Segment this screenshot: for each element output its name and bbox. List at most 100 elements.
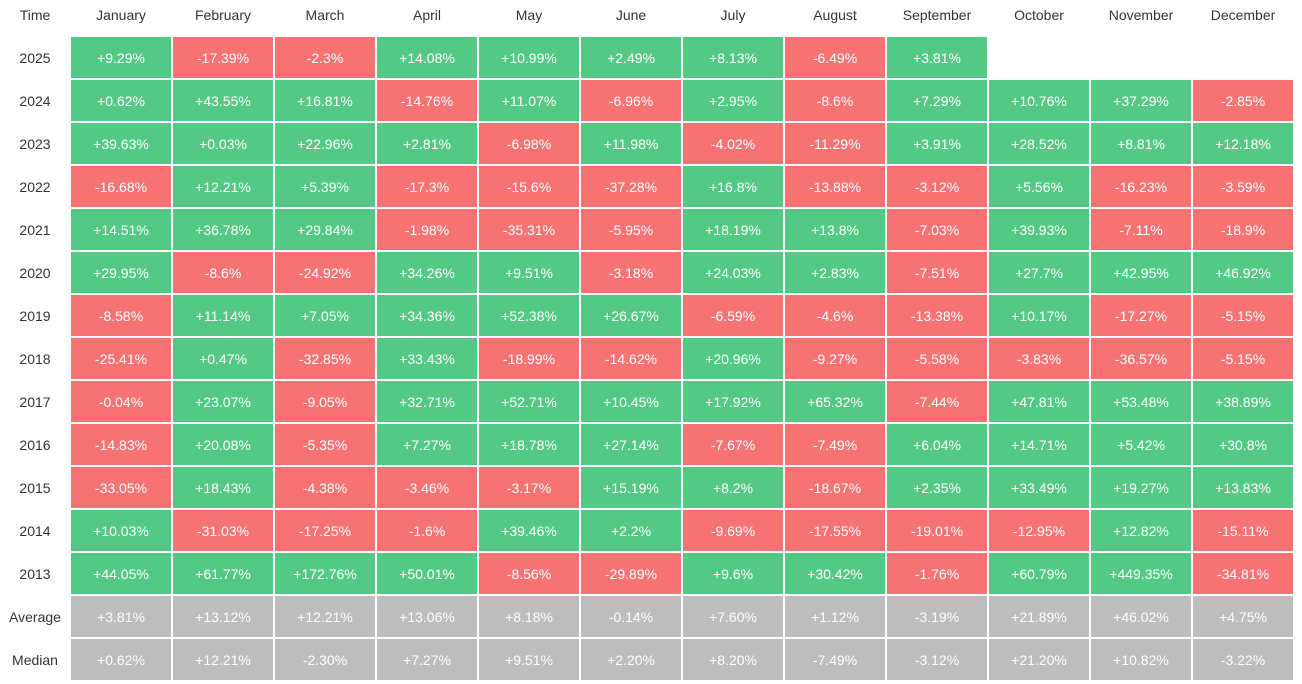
return-cell: -3.12% bbox=[887, 639, 987, 680]
return-cell: +13.83% bbox=[1193, 467, 1293, 508]
header-cell: November bbox=[1108, 7, 1174, 23]
return-cell: -3.83% bbox=[989, 338, 1089, 379]
return-cell: -2.3% bbox=[275, 37, 375, 78]
return-cell: -3.17% bbox=[479, 467, 579, 508]
return-cell: -5.95% bbox=[581, 209, 681, 250]
return-cell: -9.27% bbox=[785, 338, 885, 379]
return-cell: -17.25% bbox=[275, 510, 375, 551]
return-cell: -6.98% bbox=[479, 123, 579, 164]
return-cell: +5.42% bbox=[1091, 424, 1191, 465]
return-cell: -14.76% bbox=[377, 80, 477, 121]
return-cell: +39.63% bbox=[71, 123, 171, 164]
return-cell: +15.19% bbox=[581, 467, 681, 508]
return-cell: +19.27% bbox=[1091, 467, 1191, 508]
return-cell: +12.21% bbox=[173, 639, 273, 680]
return-cell: +13.8% bbox=[785, 209, 885, 250]
row-label: 2017 bbox=[19, 393, 51, 410]
return-cell: +20.08% bbox=[173, 424, 273, 465]
return-cell: -7.44% bbox=[887, 381, 987, 422]
return-cell: -7.11% bbox=[1091, 209, 1191, 250]
return-cell: -7.49% bbox=[785, 639, 885, 680]
return-cell: -14.62% bbox=[581, 338, 681, 379]
return-cell: +42.95% bbox=[1091, 252, 1191, 293]
return-cell: -3.46% bbox=[377, 467, 477, 508]
header-cell: January bbox=[96, 7, 146, 23]
return-cell: +39.93% bbox=[989, 209, 1089, 250]
return-cell: -17.55% bbox=[785, 510, 885, 551]
return-cell: +20.96% bbox=[683, 338, 783, 379]
return-cell: +33.49% bbox=[989, 467, 1089, 508]
return-cell: +18.43% bbox=[173, 467, 273, 508]
return-cell: +3.91% bbox=[887, 123, 987, 164]
return-cell: +65.32% bbox=[785, 381, 885, 422]
return-cell: -24.92% bbox=[275, 252, 375, 293]
return-cell: -3.59% bbox=[1193, 166, 1293, 207]
return-cell: -18.99% bbox=[479, 338, 579, 379]
return-cell: -34.81% bbox=[1193, 553, 1293, 594]
return-cell: +7.29% bbox=[887, 80, 987, 121]
return-cell: -37.28% bbox=[581, 166, 681, 207]
return-cell: +7.05% bbox=[275, 295, 375, 336]
return-cell: +12.82% bbox=[1091, 510, 1191, 551]
return-cell: +6.04% bbox=[887, 424, 987, 465]
return-cell: +46.02% bbox=[1091, 596, 1191, 637]
return-cell: +9.51% bbox=[479, 639, 579, 680]
return-cell: -1.76% bbox=[887, 553, 987, 594]
row-label: Median bbox=[12, 651, 58, 668]
return-cell: +28.52% bbox=[989, 123, 1089, 164]
row-label: 2022 bbox=[19, 178, 51, 195]
return-cell: +11.07% bbox=[479, 80, 579, 121]
return-cell: -8.56% bbox=[479, 553, 579, 594]
row-label: 2015 bbox=[19, 479, 51, 496]
return-cell: -5.35% bbox=[275, 424, 375, 465]
return-cell: +23.07% bbox=[173, 381, 273, 422]
return-cell: +24.03% bbox=[683, 252, 783, 293]
return-cell: -15.11% bbox=[1193, 510, 1293, 551]
return-cell: -2.85% bbox=[1193, 80, 1293, 121]
return-cell: +10.17% bbox=[989, 295, 1089, 336]
return-cell: -6.96% bbox=[581, 80, 681, 121]
return-cell: +13.06% bbox=[377, 596, 477, 637]
return-cell: +34.36% bbox=[377, 295, 477, 336]
return-cell: -17.27% bbox=[1091, 295, 1191, 336]
return-cell: +18.78% bbox=[479, 424, 579, 465]
row-label: 2024 bbox=[19, 92, 51, 109]
return-cell: -8.58% bbox=[71, 295, 171, 336]
return-cell: +8.20% bbox=[683, 639, 783, 680]
return-cell: +60.79% bbox=[989, 553, 1089, 594]
return-cell: +10.76% bbox=[989, 80, 1089, 121]
return-cell: -5.15% bbox=[1193, 338, 1293, 379]
return-cell: -7.67% bbox=[683, 424, 783, 465]
return-cell: +2.81% bbox=[377, 123, 477, 164]
return-cell: -2.30% bbox=[275, 639, 375, 680]
return-cell: -32.85% bbox=[275, 338, 375, 379]
return-cell: +172.76% bbox=[275, 553, 375, 594]
return-cell: +50.01% bbox=[377, 553, 477, 594]
row-label: 2021 bbox=[19, 221, 51, 238]
return-cell: +46.92% bbox=[1193, 252, 1293, 293]
return-cell: +13.12% bbox=[173, 596, 273, 637]
return-cell: +16.8% bbox=[683, 166, 783, 207]
return-cell: -1.98% bbox=[377, 209, 477, 250]
header-cell: March bbox=[305, 7, 345, 23]
row-label: 2014 bbox=[19, 522, 51, 539]
header-cell: December bbox=[1210, 7, 1276, 23]
return-cell: +10.82% bbox=[1091, 639, 1191, 680]
return-cell: -13.88% bbox=[785, 166, 885, 207]
row-label: Average bbox=[9, 608, 61, 625]
return-cell: +37.29% bbox=[1091, 80, 1191, 121]
return-cell: -3.22% bbox=[1193, 639, 1293, 680]
return-cell: +449.35% bbox=[1091, 553, 1191, 594]
return-cell: +7.27% bbox=[377, 639, 477, 680]
return-cell: -35.31% bbox=[479, 209, 579, 250]
return-cell: +3.81% bbox=[71, 596, 171, 637]
return-cell: +61.77% bbox=[173, 553, 273, 594]
return-cell: +12.21% bbox=[173, 166, 273, 207]
return-cell: +21.20% bbox=[989, 639, 1089, 680]
return-cell: -3.19% bbox=[887, 596, 987, 637]
return-cell: -17.3% bbox=[377, 166, 477, 207]
return-cell: +8.18% bbox=[479, 596, 579, 637]
return-cell: +33.43% bbox=[377, 338, 477, 379]
return-cell: +0.62% bbox=[71, 639, 171, 680]
return-cell: +30.42% bbox=[785, 553, 885, 594]
